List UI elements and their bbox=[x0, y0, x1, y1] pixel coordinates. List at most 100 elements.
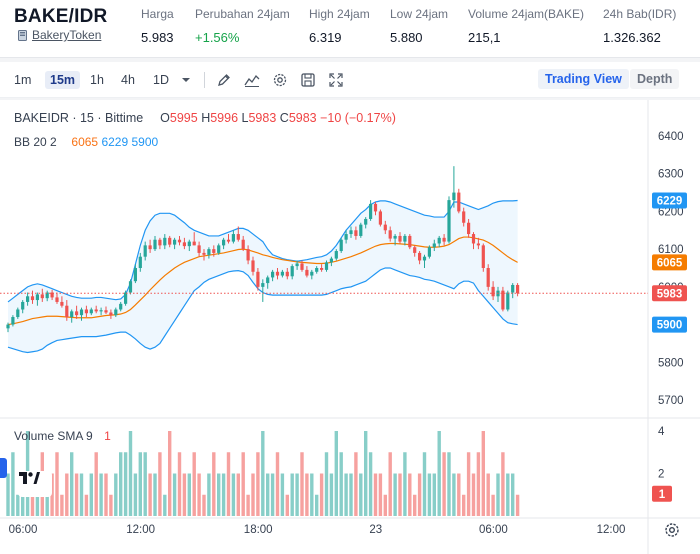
indicator-icon[interactable] bbox=[243, 71, 261, 89]
volume-bar bbox=[197, 473, 201, 516]
volume-bar bbox=[290, 473, 294, 516]
depth-button[interactable]: Depth bbox=[630, 69, 680, 89]
volume-legend: Volume SMA 9 1 bbox=[14, 429, 111, 443]
candle-body bbox=[222, 239, 226, 246]
candle-body bbox=[422, 256, 427, 261]
fullscreen-icon[interactable] bbox=[327, 71, 345, 89]
volume-bar bbox=[70, 452, 74, 516]
candle-body bbox=[511, 284, 515, 293]
candle-body bbox=[173, 239, 177, 245]
volume-bar bbox=[413, 494, 417, 516]
bb-upper-price-badge bbox=[652, 192, 687, 209]
candle-body bbox=[516, 284, 520, 294]
tab-1m[interactable]: 1m bbox=[14, 73, 32, 87]
candle-body bbox=[315, 268, 319, 272]
volume-bar bbox=[476, 452, 481, 516]
candle-body bbox=[99, 310, 103, 312]
volume-bar bbox=[462, 494, 466, 516]
time-tick-label: 12:00 bbox=[597, 524, 626, 536]
volume-bar bbox=[163, 494, 167, 516]
volume-bar bbox=[471, 473, 476, 516]
volume-bar bbox=[457, 473, 461, 516]
volume-bar bbox=[207, 473, 211, 516]
tab-4h[interactable]: 4h bbox=[121, 73, 135, 87]
time-tick-label: 06:00 bbox=[479, 524, 508, 536]
tradingview-logo[interactable] bbox=[18, 471, 52, 497]
stat-turnover: 24h Bab(IDR) 1.326.362 bbox=[603, 7, 676, 45]
coin-link[interactable]: BakeryToken bbox=[18, 28, 101, 42]
volume-bar bbox=[123, 452, 128, 516]
sidebar-toggle[interactable] bbox=[0, 458, 7, 478]
volume-tick-label: 2 bbox=[658, 469, 664, 481]
volume-bar bbox=[349, 473, 353, 516]
bb-legend: BB 20 2 6065 6229 5900 bbox=[14, 135, 158, 149]
candle-body bbox=[109, 312, 113, 316]
chevron-down-icon[interactable] bbox=[177, 71, 195, 89]
tab-1d[interactable]: 1D bbox=[153, 73, 169, 87]
price-tick-label: 6200 bbox=[658, 206, 684, 218]
high-label: H bbox=[201, 111, 211, 125]
candle-body bbox=[275, 271, 280, 276]
trading-view-button[interactable]: Trading View bbox=[538, 69, 629, 89]
close-label: C bbox=[279, 111, 289, 125]
candle-body bbox=[94, 309, 98, 312]
candle-body bbox=[65, 305, 69, 318]
candle-body bbox=[148, 245, 152, 250]
candle-body bbox=[89, 309, 93, 314]
candle-body bbox=[413, 247, 417, 253]
volume-bar bbox=[79, 473, 84, 516]
stat-value: 5.880 bbox=[390, 30, 423, 45]
candle-body bbox=[418, 252, 422, 261]
volume-bar bbox=[315, 494, 319, 516]
candle-body bbox=[138, 256, 142, 268]
candle-body bbox=[133, 268, 137, 282]
time-tick-label: 18:00 bbox=[244, 524, 273, 536]
candle-body bbox=[114, 309, 118, 316]
tab-1h[interactable]: 1h bbox=[90, 73, 104, 87]
chart-settings-gear-icon[interactable] bbox=[663, 521, 681, 539]
low-label: L bbox=[241, 111, 249, 125]
stat-change: Perubahan 24jam +1.56% bbox=[195, 7, 290, 45]
stat-label: Volume 24jam(BAKE) bbox=[468, 7, 585, 21]
stat-low: Low 24jam 5.880 bbox=[390, 7, 448, 45]
bb-mid-value: 6065 bbox=[71, 135, 99, 149]
change-value: −10 (−0.17%) bbox=[320, 111, 396, 125]
candle-body bbox=[104, 310, 108, 313]
volume-bar bbox=[319, 473, 324, 516]
volume-bar bbox=[84, 494, 89, 516]
candle-body bbox=[491, 286, 495, 297]
volume-bar bbox=[511, 473, 515, 516]
candle-body bbox=[349, 230, 353, 235]
volume-bar bbox=[368, 452, 373, 516]
pencil-icon[interactable] bbox=[215, 71, 233, 89]
price-chart[interactable]: 640063006200610060005900580057004206:001… bbox=[0, 100, 700, 554]
gear-icon[interactable] bbox=[271, 71, 289, 89]
volume-bar bbox=[11, 452, 15, 516]
volume-bar bbox=[114, 473, 118, 516]
candle-body bbox=[236, 234, 240, 240]
candle-body bbox=[266, 277, 270, 284]
chart-canvas[interactable]: 640063006200610060005900580057004206:001… bbox=[0, 100, 700, 554]
volume-bar bbox=[354, 452, 358, 516]
candle-body bbox=[280, 271, 284, 276]
candle-body bbox=[168, 237, 172, 245]
volume-bar bbox=[246, 494, 250, 516]
candle-body bbox=[124, 292, 128, 304]
candle-body bbox=[305, 269, 309, 276]
tab-15m[interactable]: 15m bbox=[45, 71, 81, 89]
volume-bar bbox=[491, 494, 495, 516]
candle-body bbox=[310, 271, 314, 276]
save-icon[interactable] bbox=[299, 71, 317, 89]
volume-bar bbox=[241, 452, 245, 516]
candle-body bbox=[187, 241, 191, 247]
volume-bar bbox=[393, 473, 397, 516]
stat-high: High 24jam 6.319 bbox=[309, 7, 370, 45]
volume-bar bbox=[329, 473, 334, 516]
bb-mid-price-badge bbox=[652, 254, 687, 271]
candle-body bbox=[462, 211, 466, 223]
ohlc-legend: BAKEIDR · 15 · Bittime O5995 H5996 L5983… bbox=[14, 111, 396, 125]
candle-body bbox=[388, 230, 392, 239]
volume-bar bbox=[148, 473, 152, 516]
volume-bar bbox=[515, 494, 520, 516]
candle-body bbox=[373, 203, 378, 212]
